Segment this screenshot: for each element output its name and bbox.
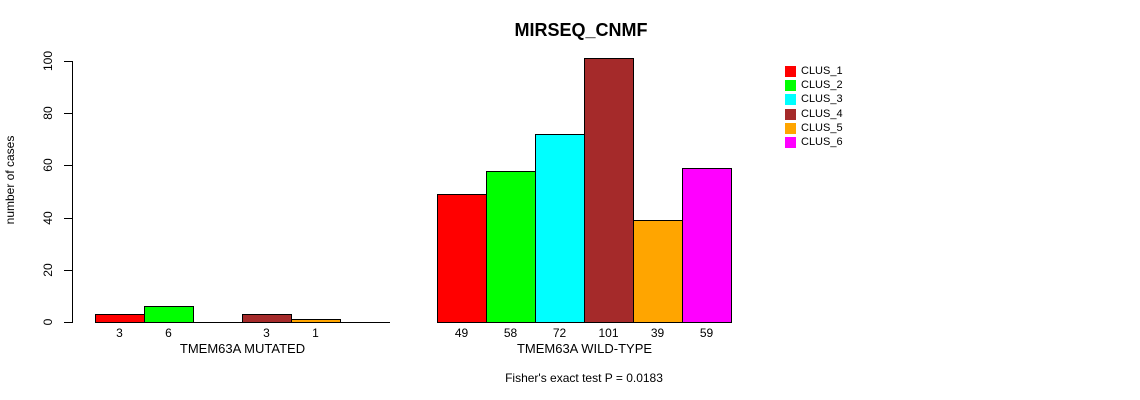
legend-swatch-clus_4 [785, 109, 796, 120]
y-tick [64, 165, 72, 166]
y-tick [64, 218, 72, 219]
y-axis-label: number of cases [3, 135, 17, 225]
y-axis-line [72, 61, 73, 323]
bar-value-label: 39 [650, 326, 665, 340]
bar-clus_4-group1 [242, 314, 292, 323]
bar-value-label: 3 [116, 326, 123, 340]
group-label-1: TMEM63A MUTATED [179, 341, 306, 356]
y-tick-label: 80 [41, 106, 55, 120]
legend-swatch-clus_3 [785, 94, 796, 105]
bar-clus_5-group2 [633, 220, 683, 323]
legend-label-clus_4: CLUS_4 [801, 108, 843, 120]
legend-label-clus_1: CLUS_1 [801, 65, 843, 77]
bar-value-label: 58 [503, 326, 518, 340]
legend-swatch-clus_2 [785, 80, 796, 91]
bar-value-label: 1 [312, 326, 319, 340]
bar-clus_5-group1 [291, 319, 341, 323]
bar-value-label: 101 [598, 326, 619, 340]
legend-swatch-clus_1 [785, 66, 796, 77]
y-tick-label: 0 [41, 318, 55, 326]
bar-clus_1-group2 [437, 194, 487, 323]
bar-value-label: 72 [552, 326, 567, 340]
legend-label-clus_3: CLUS_3 [801, 93, 843, 105]
y-tick-label: 60 [41, 158, 55, 172]
legend-swatch-clus_5 [785, 123, 796, 134]
bar-clus_6-group2 [682, 168, 732, 323]
bar-clus_2-group1 [144, 306, 194, 323]
y-tick [64, 270, 72, 271]
bar-value-label: 49 [454, 326, 469, 340]
y-tick-label: 40 [41, 211, 55, 225]
legend-label-clus_5: CLUS_5 [801, 122, 843, 134]
y-tick [64, 113, 72, 114]
bar-clus_1-group1 [95, 314, 145, 323]
bar-value-label: 6 [165, 326, 172, 340]
y-tick-label: 20 [41, 263, 55, 277]
chart-title: MIRSEQ_CNMF [514, 20, 648, 40]
bar-clus_2-group2 [486, 171, 536, 323]
fisher-test-annotation: Fisher's exact test P = 0.0183 [505, 371, 663, 385]
legend-label-clus_2: CLUS_2 [801, 79, 843, 91]
bar-clus_4-group2 [584, 58, 634, 323]
group-label-2: TMEM63A WILD-TYPE [516, 341, 653, 356]
legend-swatch-clus_6 [785, 137, 796, 148]
bar-clus_3-group2 [535, 134, 585, 323]
y-tick [64, 322, 72, 323]
bar-value-label: 59 [699, 326, 714, 340]
y-tick [64, 61, 72, 62]
bar-value-label: 3 [263, 326, 270, 340]
legend-label-clus_6: CLUS_6 [801, 136, 843, 148]
y-tick-label: 100 [41, 50, 55, 72]
